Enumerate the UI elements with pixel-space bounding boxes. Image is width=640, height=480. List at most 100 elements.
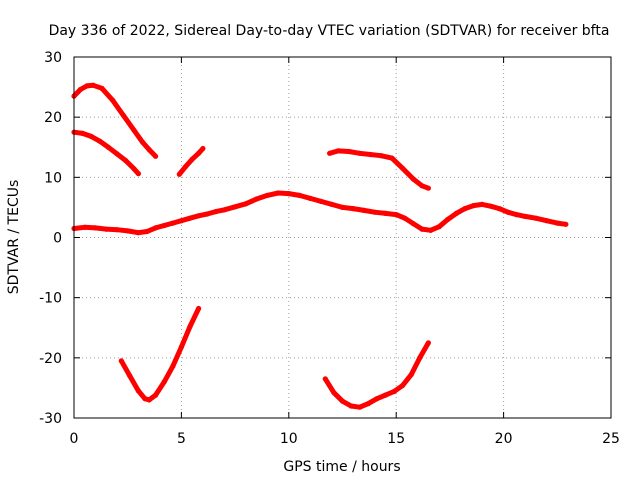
data-point — [135, 230, 141, 236]
data-point — [554, 220, 560, 226]
x-tick-label: 10 — [280, 431, 298, 447]
data-point — [513, 212, 520, 218]
data-point — [400, 382, 406, 389]
data-point — [187, 323, 193, 330]
data-point — [114, 227, 120, 233]
x-tick-label: 0 — [70, 431, 79, 447]
data-point — [232, 204, 238, 210]
data-point — [488, 203, 494, 209]
data-point — [275, 190, 281, 196]
data-point — [372, 209, 378, 215]
data-point — [187, 215, 193, 221]
data-point — [183, 163, 189, 170]
data-point — [170, 220, 176, 226]
data-point — [200, 145, 206, 152]
data-point — [339, 204, 346, 210]
data-point — [131, 166, 137, 172]
data-point — [462, 206, 468, 212]
data-point — [82, 224, 88, 230]
data-point — [365, 401, 371, 407]
data-point — [146, 397, 152, 403]
series-arc-2 — [71, 129, 141, 177]
y-tick-label: 30 — [44, 50, 62, 66]
data-point — [453, 210, 459, 216]
data-point — [445, 216, 451, 222]
series-arc-3 — [176, 145, 206, 177]
data-point — [110, 97, 116, 103]
data-point — [178, 344, 184, 350]
y-tick-label: 0 — [53, 231, 62, 247]
data-point — [120, 112, 126, 118]
data-point — [243, 201, 249, 207]
data-point — [382, 392, 389, 398]
series-line — [72, 82, 158, 159]
data-point — [105, 144, 111, 150]
data-point — [346, 148, 352, 155]
data-point — [161, 379, 167, 385]
data-point — [161, 222, 167, 229]
data-point — [419, 226, 425, 232]
data-point — [496, 206, 502, 212]
data-point — [97, 138, 103, 144]
data-point — [286, 191, 292, 197]
data-point — [99, 85, 105, 91]
data-point — [196, 150, 202, 156]
data-point — [125, 228, 131, 234]
data-point — [522, 213, 528, 219]
data-point — [153, 392, 159, 398]
data-point — [114, 151, 120, 157]
data-point — [318, 198, 324, 204]
data-point — [88, 133, 94, 139]
series-line — [119, 307, 201, 403]
data-point — [428, 227, 434, 233]
data-point — [331, 390, 337, 396]
data-point — [350, 206, 356, 212]
series-arc-6 — [118, 305, 202, 403]
data-point — [204, 211, 210, 217]
data-point — [393, 212, 399, 218]
data-point — [92, 225, 99, 231]
data-point — [118, 358, 124, 364]
data-point — [196, 213, 202, 219]
data-point — [391, 388, 397, 395]
data-point — [153, 225, 159, 231]
data-point — [123, 157, 129, 164]
data-point — [357, 150, 363, 156]
data-point — [127, 373, 133, 379]
data-point — [84, 83, 90, 89]
data-point — [378, 153, 384, 159]
x-tick-label: 5 — [177, 431, 186, 447]
data-point — [213, 209, 219, 215]
data-point — [402, 215, 408, 221]
data-point — [533, 215, 539, 221]
data-point — [410, 221, 416, 227]
data-point — [408, 372, 414, 378]
data-point — [103, 226, 109, 232]
data-point — [176, 171, 182, 177]
data-point — [329, 201, 335, 207]
data-point — [357, 404, 363, 410]
data-point — [196, 305, 202, 312]
data-point — [544, 218, 550, 224]
data-point — [131, 127, 137, 133]
data-point — [146, 147, 152, 153]
data-point — [479, 201, 485, 207]
data-point — [178, 218, 184, 224]
data-point — [90, 82, 96, 88]
x-tick-label: 15 — [387, 431, 405, 447]
data-point — [254, 196, 260, 202]
data-point — [135, 388, 141, 394]
series-arc-4 — [327, 148, 431, 191]
y-tick-label: 10 — [44, 170, 62, 186]
data-point — [436, 224, 442, 230]
series-arc-1 — [71, 82, 159, 159]
chart-title: Day 336 of 2022, Sidereal Day-to-day VTE… — [49, 23, 610, 39]
data-point — [374, 396, 380, 402]
data-series — [71, 82, 569, 410]
series-line — [73, 129, 141, 176]
data-point — [264, 192, 270, 198]
data-point — [348, 403, 354, 409]
data-point — [505, 209, 511, 215]
data-point — [419, 183, 425, 189]
